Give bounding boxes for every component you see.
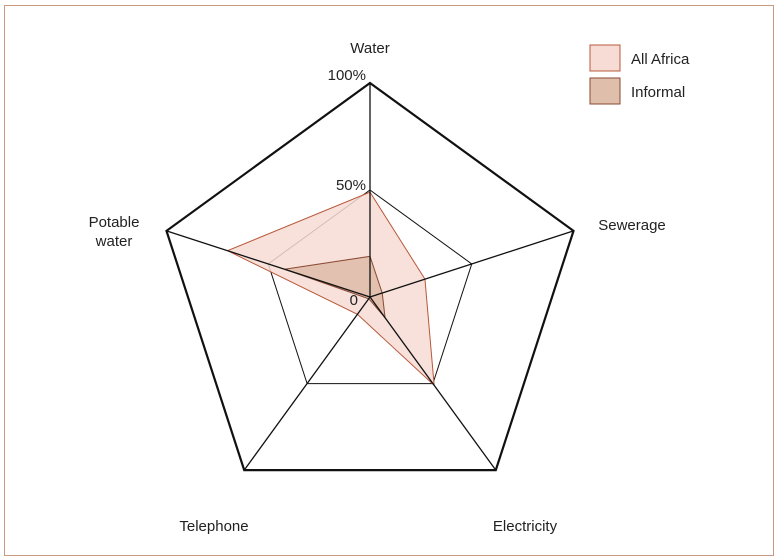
- series-area-all-africa: [226, 191, 435, 387]
- axis-layer: [166, 83, 574, 471]
- axis-spoke-electricity: [369, 296, 497, 471]
- axis-label-water: Water: [350, 40, 389, 57]
- axis-label-telephone: Telephone: [179, 518, 248, 535]
- axis-label-potable-water-line2: water: [95, 233, 133, 250]
- tick-label-100: 100%: [328, 67, 366, 84]
- series-area-informal: [284, 255, 386, 320]
- label-layer: Water Sewerage Electricity Telephone Potable…: [89, 40, 666, 535]
- grid-ring-100: [165, 81, 575, 472]
- legend-swatch-informal: [589, 77, 621, 105]
- axis-spoke-potable-water: [166, 230, 371, 298]
- axis-spoke-sewerage: [369, 230, 574, 298]
- axis-label-sewerage: Sewerage: [598, 217, 666, 234]
- series-layer: [226, 191, 435, 387]
- tick-label-50: 50%: [336, 177, 366, 194]
- tick-label-0: 0: [350, 292, 358, 309]
- legend-label-all-africa: All Africa: [631, 51, 690, 68]
- axis-label-electricity: Electricity: [493, 518, 558, 535]
- axis-label-potable-water-line1: Potable: [89, 214, 140, 231]
- legend-swatch-all-africa: [589, 44, 621, 72]
- legend: All Africa Informal: [589, 44, 690, 105]
- legend-label-informal: Informal: [631, 84, 685, 101]
- axis-spoke-telephone: [243, 296, 371, 471]
